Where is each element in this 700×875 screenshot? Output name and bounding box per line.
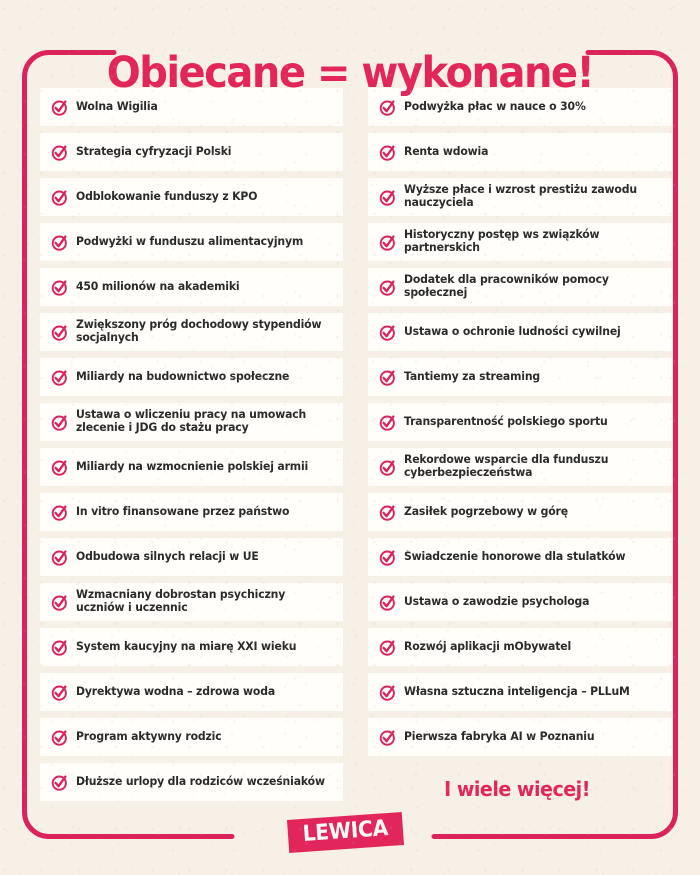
lewica-logo: LEWICA: [286, 812, 404, 853]
promise-row: Renta wdowia: [368, 133, 672, 171]
promise-row: Własna sztuczna inteligencja – PLLuM: [368, 673, 672, 711]
promise-label: Wyższe płace i wzrost prestiżu zawodu na…: [404, 183, 637, 209]
check-circle-icon: [379, 504, 395, 521]
promise-row: Tantiemy za streaming: [368, 358, 672, 396]
check-circle-icon: [379, 189, 395, 206]
check-circle-icon: [379, 279, 395, 296]
promise-row: Pierwsza fabryka AI w Poznaniu: [368, 718, 672, 756]
promise-label: Ustawa o zawodzie psychologa: [404, 594, 590, 608]
promise-label: Rozwój aplikacji mObywatel: [404, 639, 572, 653]
promise-label: Zasiłek pogrzebowy w górę: [404, 504, 568, 518]
check-circle-icon: [51, 414, 67, 431]
promise-label: Świadczenie honorowe dla stulatków: [404, 549, 626, 563]
promise-label: Strategia cyfryzacji Polski: [76, 144, 232, 158]
lewica-logo-text: LEWICA: [301, 816, 389, 847]
promise-row: Transparentność polskiego sportu: [368, 403, 672, 441]
promise-label: Dyrektywa wodna – zdrowa woda: [76, 684, 276, 698]
check-circle-icon: [51, 504, 67, 521]
promise-row: Odbudowa silnych relacji w UE: [40, 538, 343, 576]
promise-label: Renta wdowia: [404, 144, 489, 158]
check-circle-icon: [379, 594, 395, 611]
check-circle-icon: [379, 414, 395, 431]
promise-label: Wzmacniany dobrostan psychiczny uczniów …: [76, 588, 286, 614]
check-circle-icon: [379, 324, 395, 341]
check-circle-icon: [51, 459, 67, 476]
promise-label: Odbudowa silnych relacji w UE: [76, 549, 259, 563]
promise-row: Rekordowe wsparcie dla funduszu cyberbez…: [368, 448, 672, 486]
check-circle-icon: [379, 369, 395, 386]
check-circle-icon: [51, 684, 67, 701]
promise-label: Zwiększony próg dochodowy stypendiów soc…: [76, 318, 322, 344]
check-circle-icon: [51, 369, 67, 386]
check-circle-icon: [51, 189, 67, 206]
check-circle-icon: [379, 684, 395, 701]
promise-row: Ustawa o ochronie ludności cywilnej: [368, 313, 672, 351]
promise-row: Rozwój aplikacji mObywatel: [368, 628, 672, 666]
check-circle-icon: [379, 99, 395, 116]
promise-label: Dodatek dla pracowników pomocy społeczne…: [404, 273, 609, 299]
check-circle-icon: [51, 639, 67, 656]
promise-label: Transparentność polskiego sportu: [404, 414, 608, 428]
promise-label: Miliardy na wzmocnienie polskiej armii: [76, 459, 309, 473]
check-circle-icon: [51, 549, 67, 566]
promise-column-left: Wolna Wigilia Strategia cyfryzacji Polski…: [40, 88, 343, 801]
promise-row: Dłuższe urlopy dla rodziców wcześniaków: [40, 763, 343, 801]
promise-label: Program aktywny rodzic: [76, 729, 222, 743]
promise-label: Podwyżka płac w nauce o 30%: [404, 99, 586, 113]
promise-label: 450 milionów na akademiki: [76, 279, 240, 293]
check-circle-icon: [51, 594, 67, 611]
check-circle-icon: [51, 99, 67, 116]
promise-label: Ustawa o wliczeniu pracy na umowach zlec…: [76, 408, 307, 434]
promise-label: Pierwsza fabryka AI w Poznaniu: [404, 729, 595, 743]
more-text: I wiele więcej!: [444, 777, 590, 801]
promise-label: Odblokowanie funduszy z KPO: [76, 189, 258, 203]
promise-row: Zwiększony próg dochodowy stypendiów soc…: [40, 313, 343, 351]
check-circle-icon: [379, 234, 395, 251]
promise-label: Wolna Wigilia: [76, 99, 158, 113]
promise-row: Wzmacniany dobrostan psychiczny uczniów …: [40, 583, 343, 621]
check-circle-icon: [51, 234, 67, 251]
promise-row: Program aktywny rodzic: [40, 718, 343, 756]
promise-row: Zasiłek pogrzebowy w górę: [368, 493, 672, 531]
check-circle-icon: [379, 144, 395, 161]
promise-label: Rekordowe wsparcie dla funduszu cyberbez…: [404, 453, 609, 479]
check-circle-icon: [51, 144, 67, 161]
promise-label: Podwyżki w funduszu alimentacyjnym: [76, 234, 304, 248]
promise-row: Świadczenie honorowe dla stulatków: [368, 538, 672, 576]
check-circle-icon: [379, 459, 395, 476]
promise-row: Wyższe płace i wzrost prestiżu zawodu na…: [368, 178, 672, 216]
promise-row: Podwyżki w funduszu alimentacyjnym: [40, 223, 343, 261]
promise-row: Dodatek dla pracowników pomocy społeczne…: [368, 268, 672, 306]
check-circle-icon: [51, 324, 67, 341]
check-circle-icon: [379, 729, 395, 746]
promise-row: Miliardy na budownictwo społeczne: [40, 358, 343, 396]
promise-label: Własna sztuczna inteligencja – PLLuM: [404, 684, 630, 698]
promise-row: 450 milionów na akademiki: [40, 268, 343, 306]
promise-row: Dyrektywa wodna – zdrowa woda: [40, 673, 343, 711]
promise-row: In vitro finansowane przez państwo: [40, 493, 343, 531]
check-circle-icon: [51, 774, 67, 791]
promise-row: Strategia cyfryzacji Polski: [40, 133, 343, 171]
check-circle-icon: [51, 279, 67, 296]
promise-label: Dłuższe urlopy dla rodziców wcześniaków: [76, 774, 325, 788]
promise-column-right: Podwyżka płac w nauce o 30% Renta wdowia W…: [368, 88, 672, 801]
page-title: Obiecane = wykonane!: [106, 47, 595, 98]
promise-label: Historyczny postęp ws związków partnersk…: [404, 228, 600, 254]
promise-row: Historyczny postęp ws związków partnersk…: [368, 223, 672, 261]
check-circle-icon: [51, 729, 67, 746]
promise-label: Miliardy na budownictwo społeczne: [76, 369, 290, 383]
promise-columns: Wolna Wigilia Strategia cyfryzacji Polski…: [40, 88, 672, 801]
check-circle-icon: [379, 639, 395, 656]
promise-row: Odblokowanie funduszy z KPO: [40, 178, 343, 216]
promise-label: System kaucyjny na miarę XXI wieku: [76, 639, 297, 653]
promise-label: Ustawa o ochronie ludności cywilnej: [404, 324, 621, 338]
check-circle-icon: [379, 549, 395, 566]
promise-row: Ustawa o zawodzie psychologa: [368, 583, 672, 621]
promise-row: Miliardy na wzmocnienie polskiej armii: [40, 448, 343, 486]
promise-row: System kaucyjny na miarę XXI wieku: [40, 628, 343, 666]
promise-row: Ustawa o wliczeniu pracy na umowach zlec…: [40, 403, 343, 441]
promise-label: Tantiemy za streaming: [404, 369, 541, 383]
promise-label: In vitro finansowane przez państwo: [76, 504, 290, 518]
